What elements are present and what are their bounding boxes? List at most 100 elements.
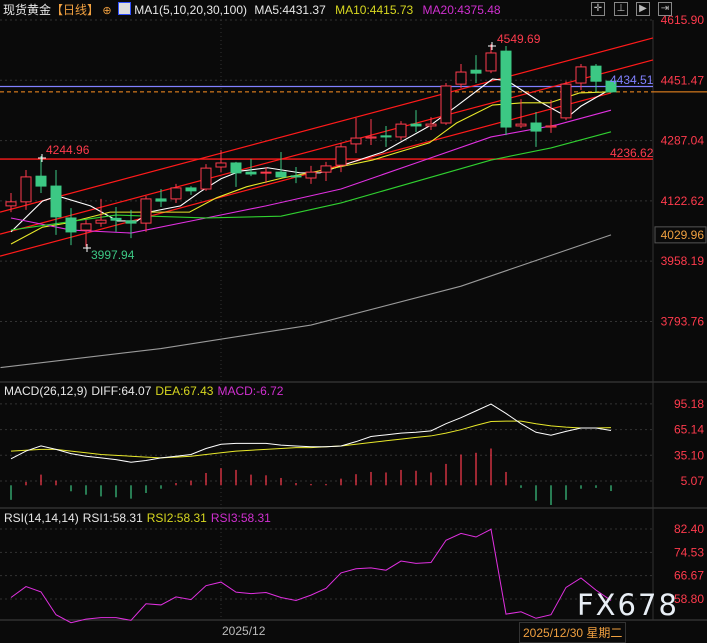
high-label: 4549.69 (497, 32, 541, 46)
last-price-label: 4434.51 (610, 73, 654, 87)
price-axis-label: 4615.90 (661, 13, 705, 27)
candle-body (125, 220, 137, 224)
watermark: FX678 (577, 588, 679, 622)
high-marker (38, 154, 46, 162)
ma20-value: MA20:4375.48 (422, 3, 501, 17)
candle (155, 189, 167, 207)
candle-body (560, 83, 572, 119)
candle-body (5, 201, 17, 207)
price-axis-label: 3793.76 (661, 314, 705, 328)
candle-body (470, 69, 482, 74)
rsi-line (10, 528, 612, 624)
candle (440, 83, 452, 125)
candle-body (410, 123, 422, 127)
price-axis-label: 4122.62 (661, 194, 705, 208)
candle (305, 165, 317, 184)
chart-header: 现货黄金【日线】 ⊕ MA1(5,10,20,30,100) MA5:4431.… (0, 0, 707, 20)
candle-body (590, 65, 602, 82)
macd-axis-label: 5.07 (681, 474, 705, 488)
candle-body (335, 146, 347, 166)
candle (50, 169, 62, 235)
macd-header: MACD(26,12,9) DIFF:64.07 DEA:67.43 MACD:-6.… (4, 384, 287, 398)
candle-body (185, 187, 197, 192)
candle (380, 125, 392, 147)
candle (515, 99, 527, 129)
candle (575, 63, 587, 91)
rsi1-value: RSI1:58.31 (82, 511, 143, 525)
candle (65, 208, 77, 246)
candle-body (605, 80, 617, 93)
candle (335, 143, 347, 173)
macd-diff: DIFF:64.07 (91, 384, 152, 398)
low-marker (83, 244, 91, 252)
candle (425, 117, 437, 130)
high-marker (488, 42, 496, 50)
candle (350, 117, 362, 154)
candle-body (245, 171, 257, 175)
macd-axis-label: 65.14 (674, 423, 704, 437)
candle-body (260, 171, 272, 174)
ma10-value: MA10:4415.73 (335, 3, 414, 17)
candle (185, 186, 197, 195)
add-indicator-icon[interactable]: ⊕ (102, 5, 112, 17)
candle (80, 219, 92, 247)
candle (560, 81, 572, 121)
ma20-line (10, 109, 612, 234)
candle (125, 209, 137, 239)
macd-label: MACD(26,12,9) (4, 384, 88, 398)
rsi-label: RSI(14,14,14) (4, 511, 79, 525)
candle-body (305, 171, 317, 179)
candle (275, 151, 287, 178)
candle (260, 167, 272, 184)
candle (140, 195, 152, 232)
candle (605, 80, 617, 93)
price-axis-label: 4287.04 (661, 134, 705, 148)
candle-body (95, 219, 107, 224)
candle-body (350, 137, 362, 145)
candle-body (20, 176, 32, 203)
candle-body (440, 85, 452, 124)
candle-body (380, 135, 392, 138)
candle (95, 198, 107, 227)
ma-chart-icon[interactable] (117, 2, 131, 15)
dea-line (10, 420, 612, 459)
candle-body (290, 175, 302, 178)
rsi-axis-label: 74.53 (674, 545, 704, 559)
forward-icon[interactable]: ⇥ (658, 2, 672, 16)
candle (545, 99, 557, 133)
candle (170, 183, 182, 203)
candle-body (65, 217, 77, 233)
time-axis-cursor-date: 2025/12/30 星期二 (519, 622, 627, 643)
candle (290, 167, 302, 184)
candle (320, 161, 332, 181)
candle-body (110, 217, 122, 221)
candle-body (425, 123, 437, 127)
rsi-header: RSI(14,14,14) RSI1:58.31 RSI2:58.31 RSI3:58… (4, 511, 275, 525)
candle (35, 156, 47, 194)
candle (410, 110, 422, 133)
candle (5, 193, 17, 213)
candle-body (365, 136, 377, 139)
crosshair-icon[interactable]: ✛ (591, 2, 605, 16)
candle (485, 44, 497, 74)
candle-body (515, 123, 527, 127)
macd-dea: DEA:67.43 (155, 384, 214, 398)
candle-body (50, 185, 62, 218)
candle-body (275, 171, 287, 178)
candle (500, 45, 512, 136)
period-selector[interactable]: 【日线】 (51, 3, 100, 17)
candle-body (140, 198, 152, 224)
rsi-axis-label: 66.67 (674, 569, 704, 583)
candle (110, 206, 122, 232)
channel-line (0, 59, 654, 235)
candle-body (35, 175, 47, 187)
candle-body (545, 125, 557, 128)
rsi-axis-label: 82.40 (674, 522, 704, 536)
bar-range-icon[interactable]: ⊥ (614, 2, 628, 16)
candle (530, 112, 542, 147)
play-icon[interactable]: ▶ (636, 2, 650, 16)
candle-body (155, 198, 167, 202)
ma100-value-label: 4029.96 (661, 228, 705, 242)
time-axis-month: 2025/12 (222, 624, 266, 638)
